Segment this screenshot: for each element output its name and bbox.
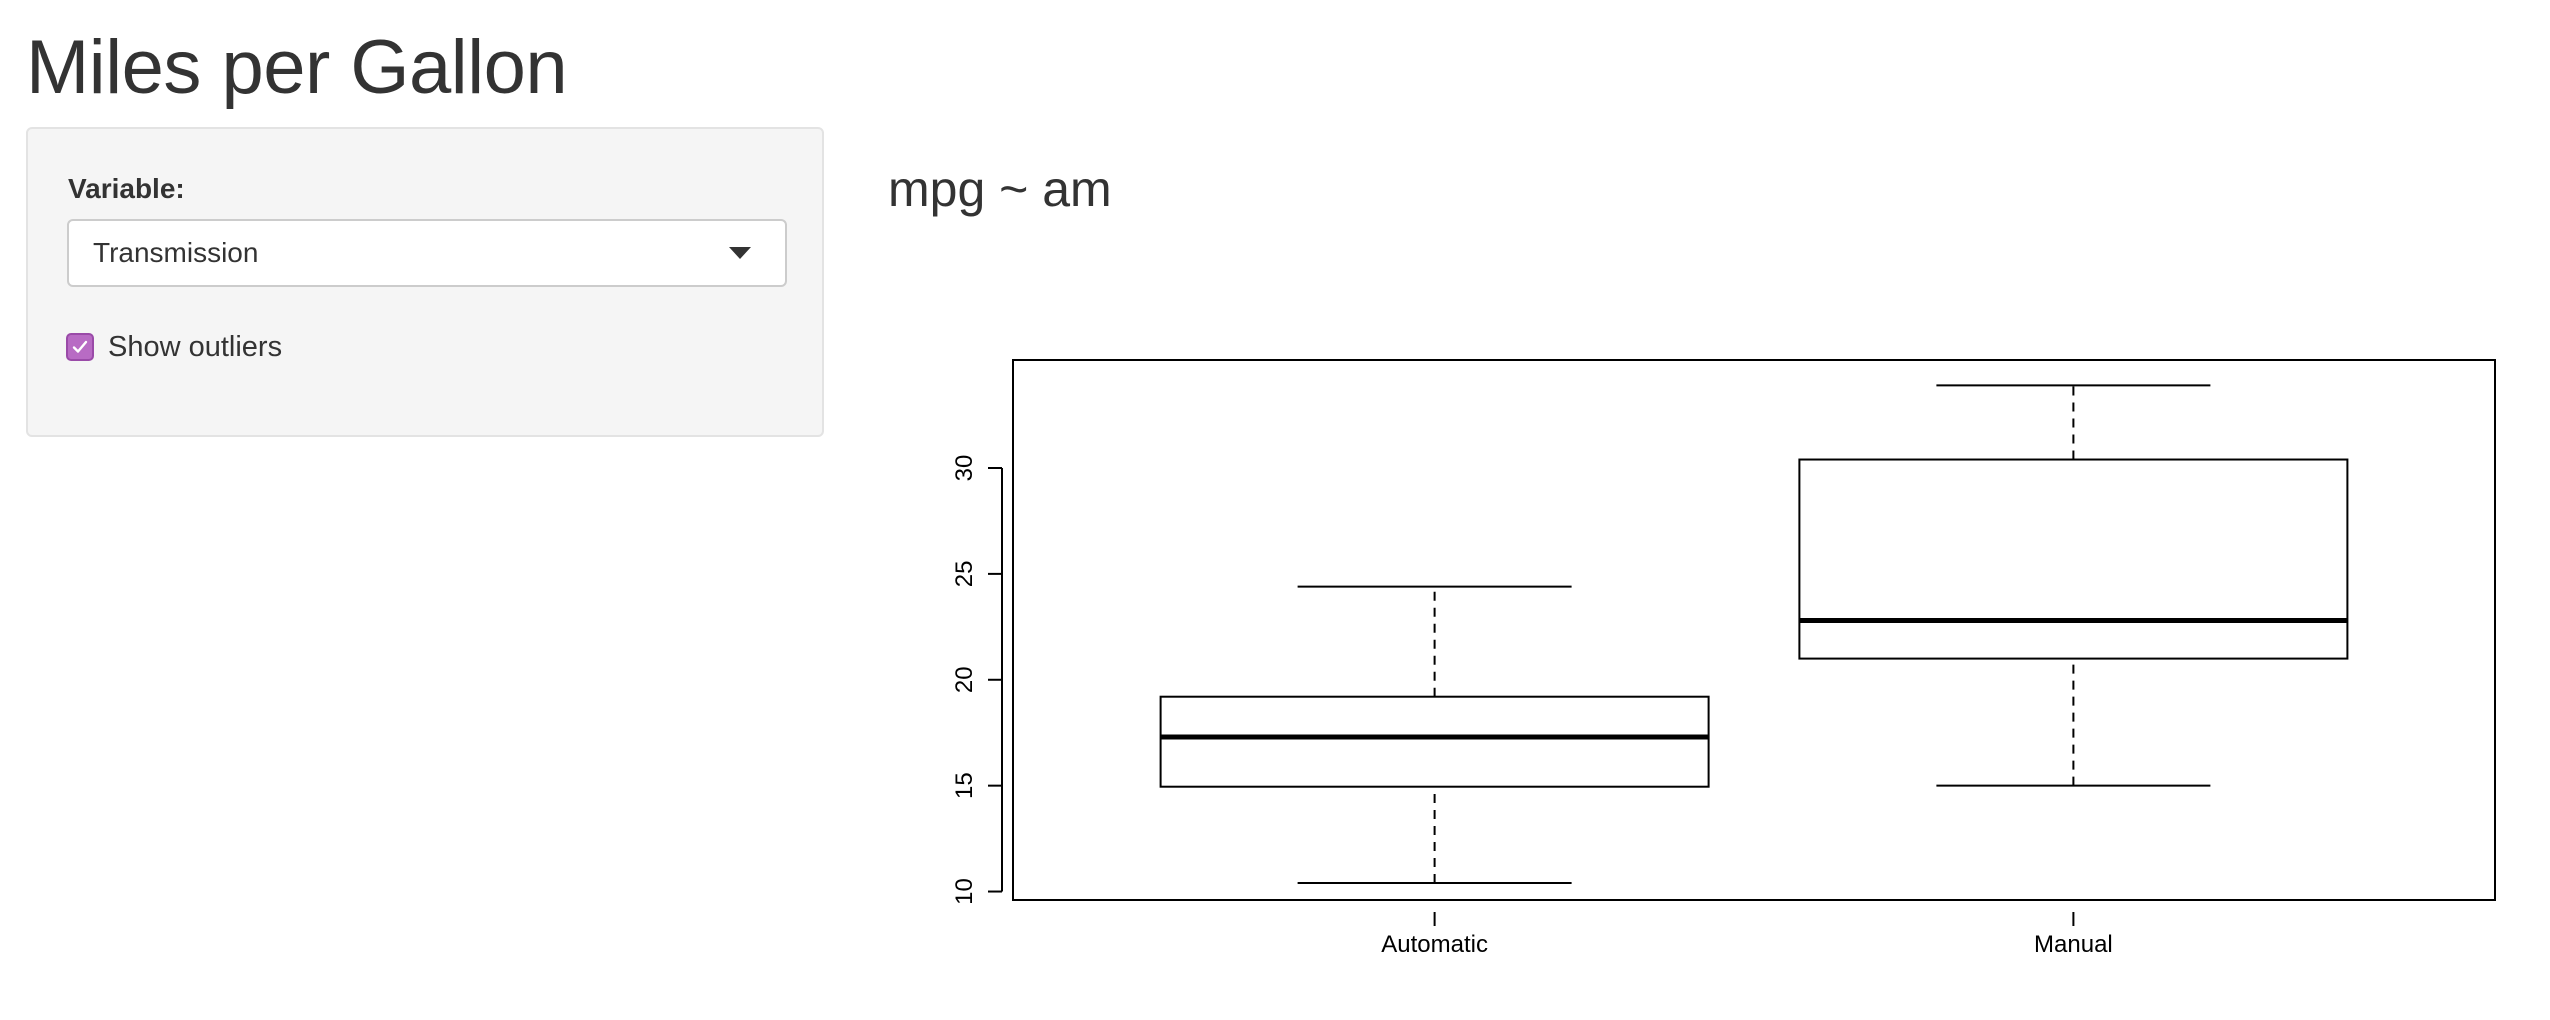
show-outliers-toggle[interactable]: Show outliers	[66, 329, 282, 365]
y-tick-label-30: 30	[951, 455, 978, 482]
y-tick-label-15: 15	[951, 772, 978, 799]
x-axis: Automatic Manual	[1381, 912, 2113, 958]
sidebar-panel: Variable: Transmission Show outliers	[26, 127, 824, 437]
box-manual	[1798, 384, 2349, 787]
variable-select-value: Transmission	[93, 237, 259, 268]
box-group	[1159, 384, 2349, 885]
caret-down-icon	[729, 247, 751, 259]
y-axis: 10 15 20 25 30	[951, 455, 1003, 905]
y-tick-label-20: 20	[951, 666, 978, 693]
x-tick-label-manual: Manual	[2034, 931, 2113, 958]
iqr-box-automatic	[1159, 695, 1710, 788]
x-tick-label-automatic: Automatic	[1381, 931, 1488, 958]
variable-label: Variable:	[68, 173, 185, 204]
y-tick-label-25: 25	[951, 561, 978, 588]
plot-frame	[1012, 359, 2496, 901]
box-automatic	[1159, 585, 1710, 885]
app-title: Miles per Gallon	[26, 25, 568, 110]
variable-select[interactable]: Transmission	[67, 219, 787, 287]
plot-title: mpg ~ am	[888, 161, 1112, 217]
iqr-box-manual	[1798, 458, 2349, 660]
show-outliers-label: Show outliers	[108, 330, 283, 363]
show-outliers-checkbox[interactable]	[66, 333, 94, 361]
checkmark-icon	[72, 340, 88, 353]
y-tick-label-10: 10	[951, 878, 978, 905]
boxplot-chart: 10 15 20 25 30 Automatic Manual	[951, 359, 2496, 958]
